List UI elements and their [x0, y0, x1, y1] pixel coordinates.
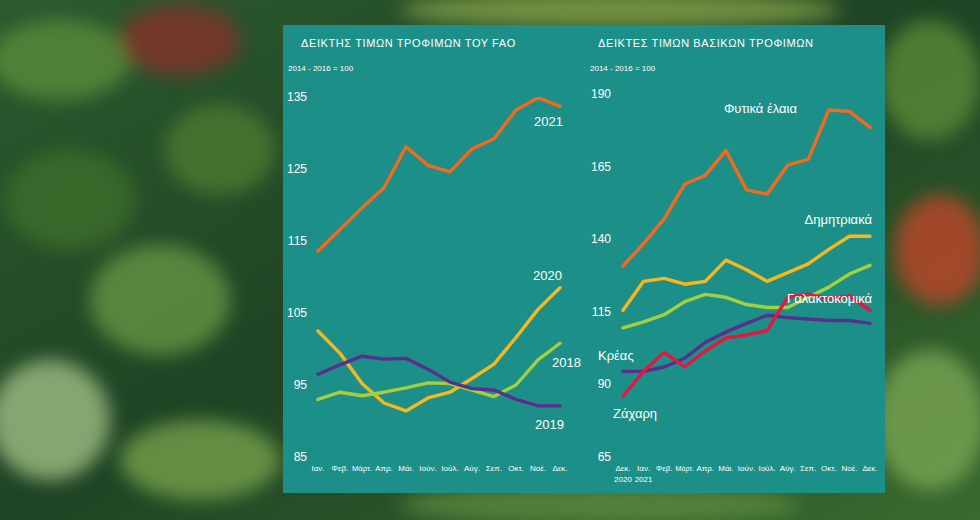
series-label: 2021	[534, 114, 563, 129]
x-tick-label: Σεπ.	[800, 464, 816, 473]
series-label: Ζάχαρη	[613, 406, 657, 421]
background-blob	[895, 195, 980, 305]
x-tick-label: Μάι.	[398, 464, 413, 473]
x-tick-label: Μάρτ.	[352, 464, 372, 473]
x-tick-label: Ιούν.	[738, 464, 755, 473]
background-blob	[400, 0, 840, 28]
y-tick-label: 65	[598, 450, 612, 464]
y-tick-label: 125	[287, 162, 307, 176]
series-label: 2019	[535, 417, 564, 432]
x-tick-label-line: Ιαν.	[637, 464, 650, 473]
series-line	[318, 288, 560, 411]
background	[0, 0, 980, 520]
background-blob	[120, 420, 280, 500]
y-tick-label: 140	[591, 232, 611, 246]
y-tick-label: 105	[287, 306, 307, 320]
x-tick-label: Απρ.	[375, 464, 393, 473]
background-blob	[880, 20, 980, 140]
series-label: 2018	[552, 355, 581, 370]
background-blob	[165, 105, 275, 195]
x-tick-label: Αύγ.	[464, 464, 480, 473]
series-label: Φυτικά έλαια	[724, 101, 797, 116]
series-line	[623, 110, 870, 266]
x-tick-label-line: 2021	[635, 475, 653, 484]
x-tick-label: Μάι.	[718, 464, 733, 473]
x-tick-label: Ιούλ.	[758, 464, 775, 473]
plot-lines	[318, 98, 560, 411]
x-tick-label: Οκτ.	[508, 464, 524, 473]
background-blob	[120, 5, 240, 75]
series-line	[623, 315, 870, 371]
series-line	[318, 343, 560, 399]
series-line	[318, 356, 560, 406]
x-tick-label: Απρ.	[697, 464, 715, 473]
chart: ΔΕΙΚΤΗΣ ΤΙΜΩΝ ΤΡΟΦΙΜΩΝ ΤΟΥ FAO 2014 - 201…	[287, 37, 581, 473]
x-tick-label-line: Δεκ.	[615, 464, 630, 473]
x-tick-label: Φεβ.	[332, 464, 349, 473]
x-tick-label: Μάρτ.	[675, 464, 694, 473]
y-tick-label: 115	[592, 305, 611, 319]
x-tick-label: Ιούν.	[419, 464, 436, 473]
series-label: Γαλακτοκομικά	[787, 291, 872, 306]
series-line	[623, 294, 870, 396]
chart: ΔΕΙΚΤΕΣ ΤΙΜΩΝ ΒΑΣΙΚΩΝ ΤΡΟΦΙΜΩΝ 2014 - 201…	[590, 37, 878, 484]
series-line	[318, 98, 560, 251]
x-tick-label: Ιαν.	[311, 464, 324, 473]
series-label: Δημητριακά	[805, 212, 873, 227]
chart-subtitle: 2014 - 2016 = 100	[288, 64, 354, 73]
y-tick-label: 95	[294, 378, 308, 392]
background-blob	[0, 20, 130, 100]
canvas: ΔΕΙΚΤΗΣ ΤΙΜΩΝ ΤΡΟΦΙΜΩΝ ΤΟΥ FAO 2014 - 201…	[0, 0, 980, 520]
series-label: 2020	[533, 268, 562, 283]
background-blob	[0, 360, 110, 480]
background-blobs	[0, 0, 980, 520]
series-label: Κρέας	[598, 348, 634, 363]
background-blob	[875, 350, 980, 490]
x-tick-label: Δεκ.	[862, 464, 877, 473]
x-tick-label: Σεπ.	[486, 464, 502, 473]
x-tick-label: Δεκ.	[552, 464, 567, 473]
chart-title: ΔΕΙΚΤΗΣ ΤΙΜΩΝ ΤΡΟΦΙΜΩΝ ΤΟΥ FAO	[301, 37, 516, 49]
y-tick-label: 115	[288, 234, 307, 248]
x-tick-label-line: 2020	[614, 475, 632, 484]
x-tick-label: Ιούλ.	[441, 464, 458, 473]
chart-subtitle: 2014 - 2016 = 100	[590, 64, 656, 73]
x-tick-label: Φεβ.	[656, 464, 673, 473]
background-blob	[5, 150, 135, 250]
y-tick-label: 190	[591, 87, 611, 101]
x-tick-label: Οκτ.	[821, 464, 837, 473]
y-tick-label: 165	[591, 160, 611, 174]
plot-lines	[623, 110, 870, 396]
panel	[283, 25, 885, 493]
y-tick-label: 85	[294, 450, 308, 464]
stage: ΔΕΙΚΤΗΣ ΤΙΜΩΝ ΤΡΟΦΙΜΩΝ ΤΟΥ FAO 2014 - 201…	[0, 0, 980, 520]
x-tick-label: Νοέ.	[530, 464, 546, 473]
x-tick-label: Δεκ. 2020	[614, 464, 632, 484]
y-tick-label: 90	[598, 377, 612, 391]
chart-title: ΔΕΙΚΤΕΣ ΤΙΜΩΝ ΒΑΣΙΚΩΝ ΤΡΟΦΙΜΩΝ	[598, 37, 814, 49]
x-tick-label: Αύγ.	[780, 464, 796, 473]
y-tick-label: 135	[287, 90, 307, 104]
x-tick-label: Ιαν. 2021	[635, 464, 653, 484]
background-blob	[90, 245, 230, 355]
x-tick-label: Νοέ.	[841, 464, 857, 473]
